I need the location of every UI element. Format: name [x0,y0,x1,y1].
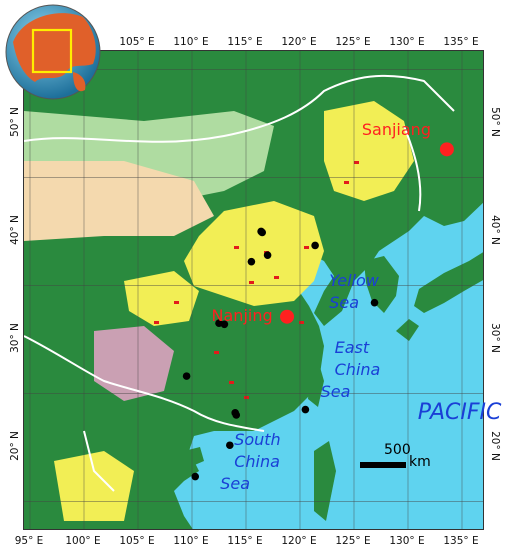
scale-bar-line [360,462,406,468]
sample-site-marker [311,241,319,250]
sea-label: Sea [220,474,250,494]
urban-patch [244,396,249,399]
urban-patch [354,161,359,164]
city-label: Nanjing [211,305,273,325]
lon-tick-bottom: 115° E [227,535,263,547]
sample-site-marker [182,372,191,380]
lat-tick-left: 30° N [8,323,21,354]
lon-tick-top: 135° E [443,36,479,48]
sea-label: Sea [329,293,360,313]
urban-patch [344,181,349,184]
lon-tick-bottom: 105° E [119,535,155,547]
sample-site-marker [226,441,234,450]
land-cover-map [24,51,483,529]
national-boundary [24,335,265,432]
urban-patch [174,301,179,304]
cropland-north-china [184,201,324,306]
sample-site-marker [191,472,200,481]
lat-tick-right: 20° N [488,431,501,462]
lat-tick-left: 40° N [8,215,21,246]
philippines [314,441,336,521]
lon-tick-bottom: 120° E [281,535,317,547]
lat-tick-left: 20° N [8,431,21,462]
lon-tick-top: 125° E [335,36,371,48]
sample-site-marker [301,405,310,414]
sea-label: East [334,338,370,358]
lat-tick-right: 40° N [488,215,501,246]
sea-label: Sea [320,382,351,402]
urban-patch [274,276,279,279]
sample-site-marker [232,411,241,419]
kyushu [396,319,419,341]
city-label: Sanjiang [361,120,431,140]
city-marker [439,142,454,157]
urban-patch [214,351,219,354]
sample-site-marker [263,251,272,259]
national-boundary [24,74,455,143]
globe-inset-icon [3,2,103,102]
sea-label: China [234,452,280,472]
lon-tick-top: 110° E [173,36,209,48]
shrub-southwest [94,326,174,401]
lon-tick-bottom: 110° E [173,535,209,547]
lat-tick-right: 30° N [488,323,501,354]
sea-label: China [334,360,381,380]
lon-tick-top: 120° E [281,36,317,48]
urban-patch [304,246,309,249]
cropland-sichuan [124,271,199,326]
national-boundary [403,125,422,212]
urban-patch [229,381,234,384]
hainan [184,447,204,467]
city-marker [280,309,295,324]
lon-tick-bottom: 130° E [389,535,425,547]
cropland-northeast [324,101,414,201]
lon-tick-bottom: 135° E [443,535,479,547]
sample-site-marker [247,257,256,266]
lon-tick-bottom: 125° E [335,535,371,547]
lon-tick-bottom: 100° E [65,535,101,547]
lat-tick-right: 50° N [488,107,501,138]
national-boundary [83,430,115,492]
lon-tick-top: 115° E [227,36,263,48]
urban-patch [154,321,159,324]
lat-tick-left: 50° N [8,107,21,138]
scale-bar-unit: km [409,454,431,470]
scale-bar-value: 500 [384,442,411,458]
sea-label: Yellow [329,271,379,291]
urban-patch [234,246,239,249]
japan-islands [414,252,483,313]
lon-tick-bottom: 95° E [14,535,44,547]
sea-label: PACIFIC [417,399,502,425]
sample-site-marker [258,228,266,237]
desert-region [24,161,214,241]
lon-tick-top: 130° E [389,36,425,48]
korea-peninsula [364,256,399,313]
sea-label: South [234,430,281,450]
cropland-indochina [54,451,134,521]
map-frame [23,50,484,530]
sample-site-marker [370,298,379,307]
taiwan [308,367,324,407]
urban-patch [299,321,304,324]
lon-tick-top: 105° E [119,36,155,48]
sample-site-marker [220,320,229,329]
urban-patch [249,281,254,284]
